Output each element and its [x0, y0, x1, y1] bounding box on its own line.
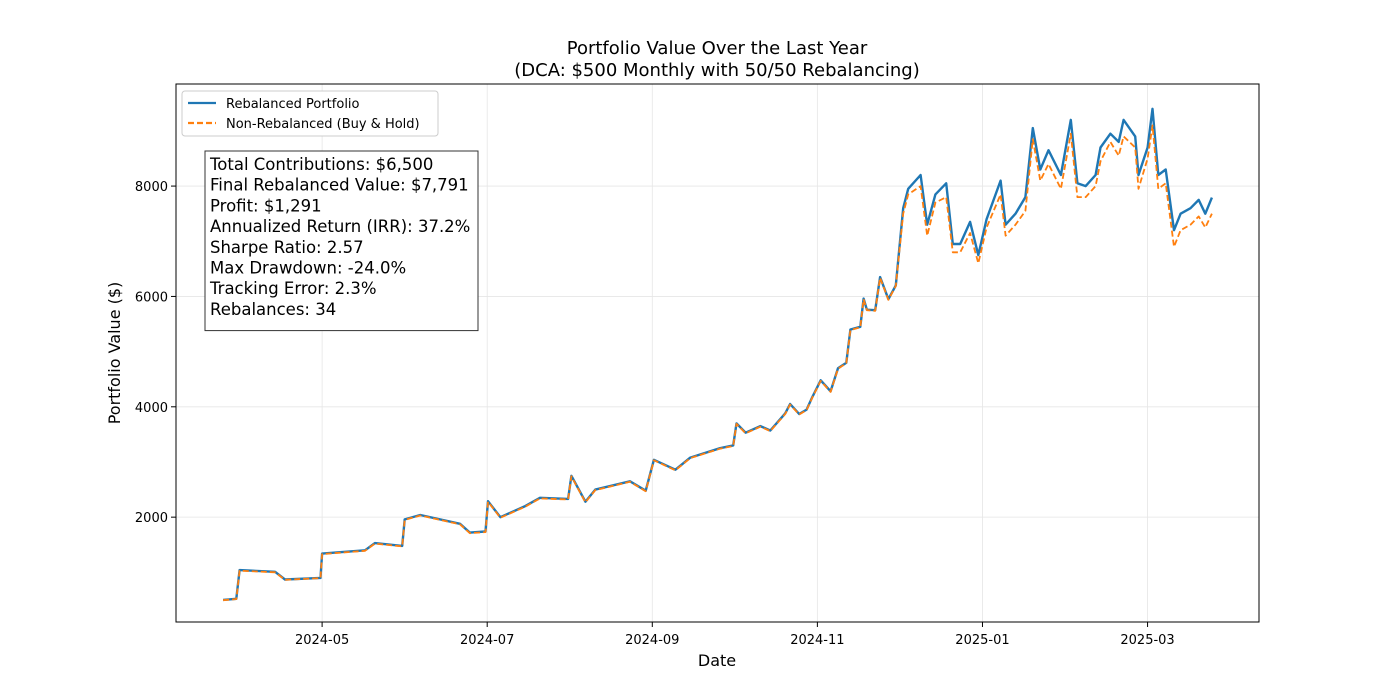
stats-line: Tracking Error: 2.3%	[209, 279, 377, 298]
stats-line: Final Rebalanced Value: $7,791	[210, 176, 469, 195]
stats-line: Rebalances: 34	[210, 300, 336, 319]
x-axis-label: Date	[698, 651, 736, 670]
stats-line: Total Contributions: $6,500	[209, 155, 433, 174]
x-tick-label: 2024-05	[295, 633, 349, 648]
legend-box	[181, 90, 439, 137]
stats-line: Sharpe Ratio: 2.57	[210, 238, 364, 257]
legend-label: Rebalanced Portfolio	[226, 97, 360, 112]
y-tick-label: 2000	[135, 511, 168, 526]
legend: Rebalanced Portfolio Non-Rebalanced (Buy …	[181, 90, 439, 137]
x-tick-label: 2024-11	[790, 633, 844, 648]
y-axis-label: Portfolio Value ($)	[105, 282, 124, 425]
data-line	[223, 124, 1213, 602]
stats-line: Profit: $1,291	[210, 196, 322, 215]
y-tick-label: 8000	[135, 180, 168, 195]
x-tick-label: 2024-07	[460, 633, 514, 648]
chart-title: Portfolio Value Over the Last Year	[567, 38, 868, 59]
y-tick-label: 6000	[135, 290, 168, 305]
legend-label: Non-Rebalanced (Buy & Hold)	[226, 117, 420, 132]
stats-line: Annualized Return (IRR): 37.2%	[210, 217, 470, 236]
chart-subtitle: (DCA: $500 Monthly with 50/50 Rebalancin…	[514, 60, 919, 81]
x-tick-label: 2025-03	[1120, 633, 1174, 648]
x-tick-label: 2025-01	[955, 633, 1009, 648]
x-tick-label: 2024-09	[625, 633, 679, 648]
plot-frame	[175, 83, 1260, 623]
stats-line: Max Drawdown: -24.0%	[210, 259, 406, 278]
stats-box: Total Contributions: $6,500 Final Rebalan…	[204, 150, 479, 332]
stats-box-frame	[204, 150, 479, 332]
y-tick-label: 4000	[135, 401, 168, 416]
